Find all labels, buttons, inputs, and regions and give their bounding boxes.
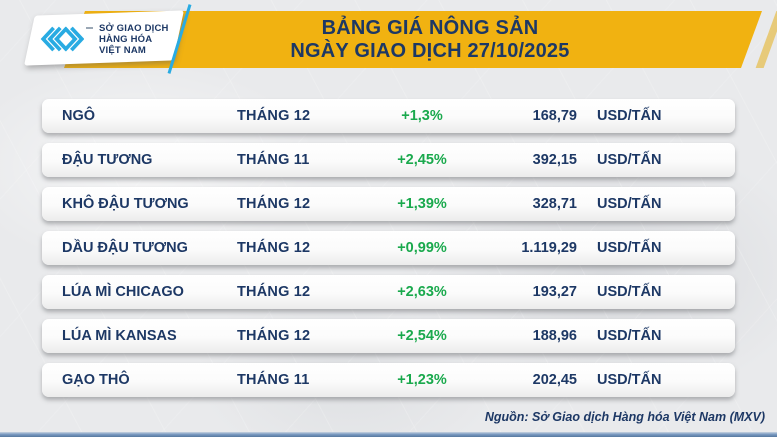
commodity-name: NGÔ [62, 108, 96, 124]
price-value: 328,71 [532, 196, 577, 212]
table-row-kho-dau-tuong: KHÔ ĐẬU TƯƠNG THÁNG 12 +1,39% 328,71 USD… [42, 187, 735, 221]
change-percent: +2,63% [397, 284, 447, 300]
page-title-line1: BẢNG GIÁ NÔNG SẢN [321, 17, 539, 39]
table-row-lua-mi-chicago: LÚA MÌ CHICAGO THÁNG 12 +2,63% 193,27 US… [42, 275, 735, 309]
change-percent: +0,99% [397, 240, 447, 256]
price-unit: USD/TẤN [597, 196, 662, 212]
price-value: 168,79 [532, 108, 577, 124]
commodity-name: ĐẬU TƯƠNG [62, 152, 153, 168]
price-unit: USD/TẤN [597, 240, 662, 256]
price-table: NGÔ THÁNG 12 +1,3% 168,79 USD/TẤN ĐẬU TƯ… [42, 99, 735, 397]
change-percent: +1,3% [401, 108, 443, 124]
price-unit: USD/TẤN [597, 284, 662, 300]
table-row-ngo: NGÔ THÁNG 12 +1,3% 168,79 USD/TẤN [42, 99, 735, 133]
price-value: 193,27 [532, 284, 577, 300]
commodity-name: DẦU ĐẬU TƯƠNG [62, 240, 188, 256]
page-title-line2: NGÀY GIAO DỊCH 27/10/2025 [290, 40, 570, 62]
contract-month: THÁNG 12 [237, 284, 311, 300]
change-percent: +1,23% [397, 372, 447, 388]
price-value: 1.119,29 [521, 240, 577, 256]
change-percent: +2,54% [397, 328, 447, 344]
source-credit: Nguồn: Sở Giao dịch Hàng hóa Việt Nam (M… [484, 410, 765, 424]
table-row-gao-tho: GẠO THÔ THÁNG 11 +1,23% 202,45 USD/TẤN [42, 363, 735, 397]
change-percent: +1,39% [397, 196, 447, 212]
table-row-dau-dau-tuong: DẦU ĐẬU TƯƠNG THÁNG 12 +0,99% 1.119,29 U… [42, 231, 735, 265]
table-row-lua-mi-kansas: LÚA MÌ KANSAS THÁNG 12 +2,54% 188,96 USD… [42, 319, 735, 353]
contract-month: THÁNG 12 [237, 328, 311, 344]
commodity-name: KHÔ ĐẬU TƯƠNG [62, 196, 189, 212]
price-value: 188,96 [532, 328, 577, 344]
contract-month: THÁNG 12 [237, 108, 311, 124]
commodity-name: GẠO THÔ [62, 372, 130, 388]
price-unit: USD/TẤN [597, 328, 662, 344]
table-row-dau-tuong: ĐẬU TƯƠNG THÁNG 11 +2,45% 392,15 USD/TẤN [42, 143, 735, 177]
logo-dash-mark [86, 27, 93, 29]
commodity-name: LÚA MÌ CHICAGO [62, 284, 184, 300]
change-percent: +2,45% [397, 152, 447, 168]
page-title: BẢNG GIÁ NÔNG SẢN NGÀY GIAO DỊCH 27/10/2… [210, 17, 650, 63]
contract-month: THÁNG 12 [237, 196, 311, 212]
price-unit: USD/TẤN [597, 108, 662, 124]
mxv-chevrons-icon [40, 26, 84, 52]
price-unit: USD/TẤN [597, 152, 662, 168]
bottom-blue-bar [0, 432, 777, 437]
contract-month: THÁNG 12 [237, 240, 311, 256]
commodity-name: LÚA MÌ KANSAS [62, 328, 177, 344]
contract-month: THÁNG 11 [237, 152, 310, 168]
price-value: 202,45 [532, 372, 577, 388]
contract-month: THÁNG 11 [237, 372, 310, 388]
price-unit: USD/TẤN [597, 372, 662, 388]
mxv-logo: SỞ GIAO DỊCH HÀNG HÓA VIỆT NAM [38, 16, 178, 62]
price-value: 392,15 [532, 152, 577, 168]
logo-org-name: SỞ GIAO DỊCH HÀNG HÓA VIỆT NAM [99, 22, 169, 56]
